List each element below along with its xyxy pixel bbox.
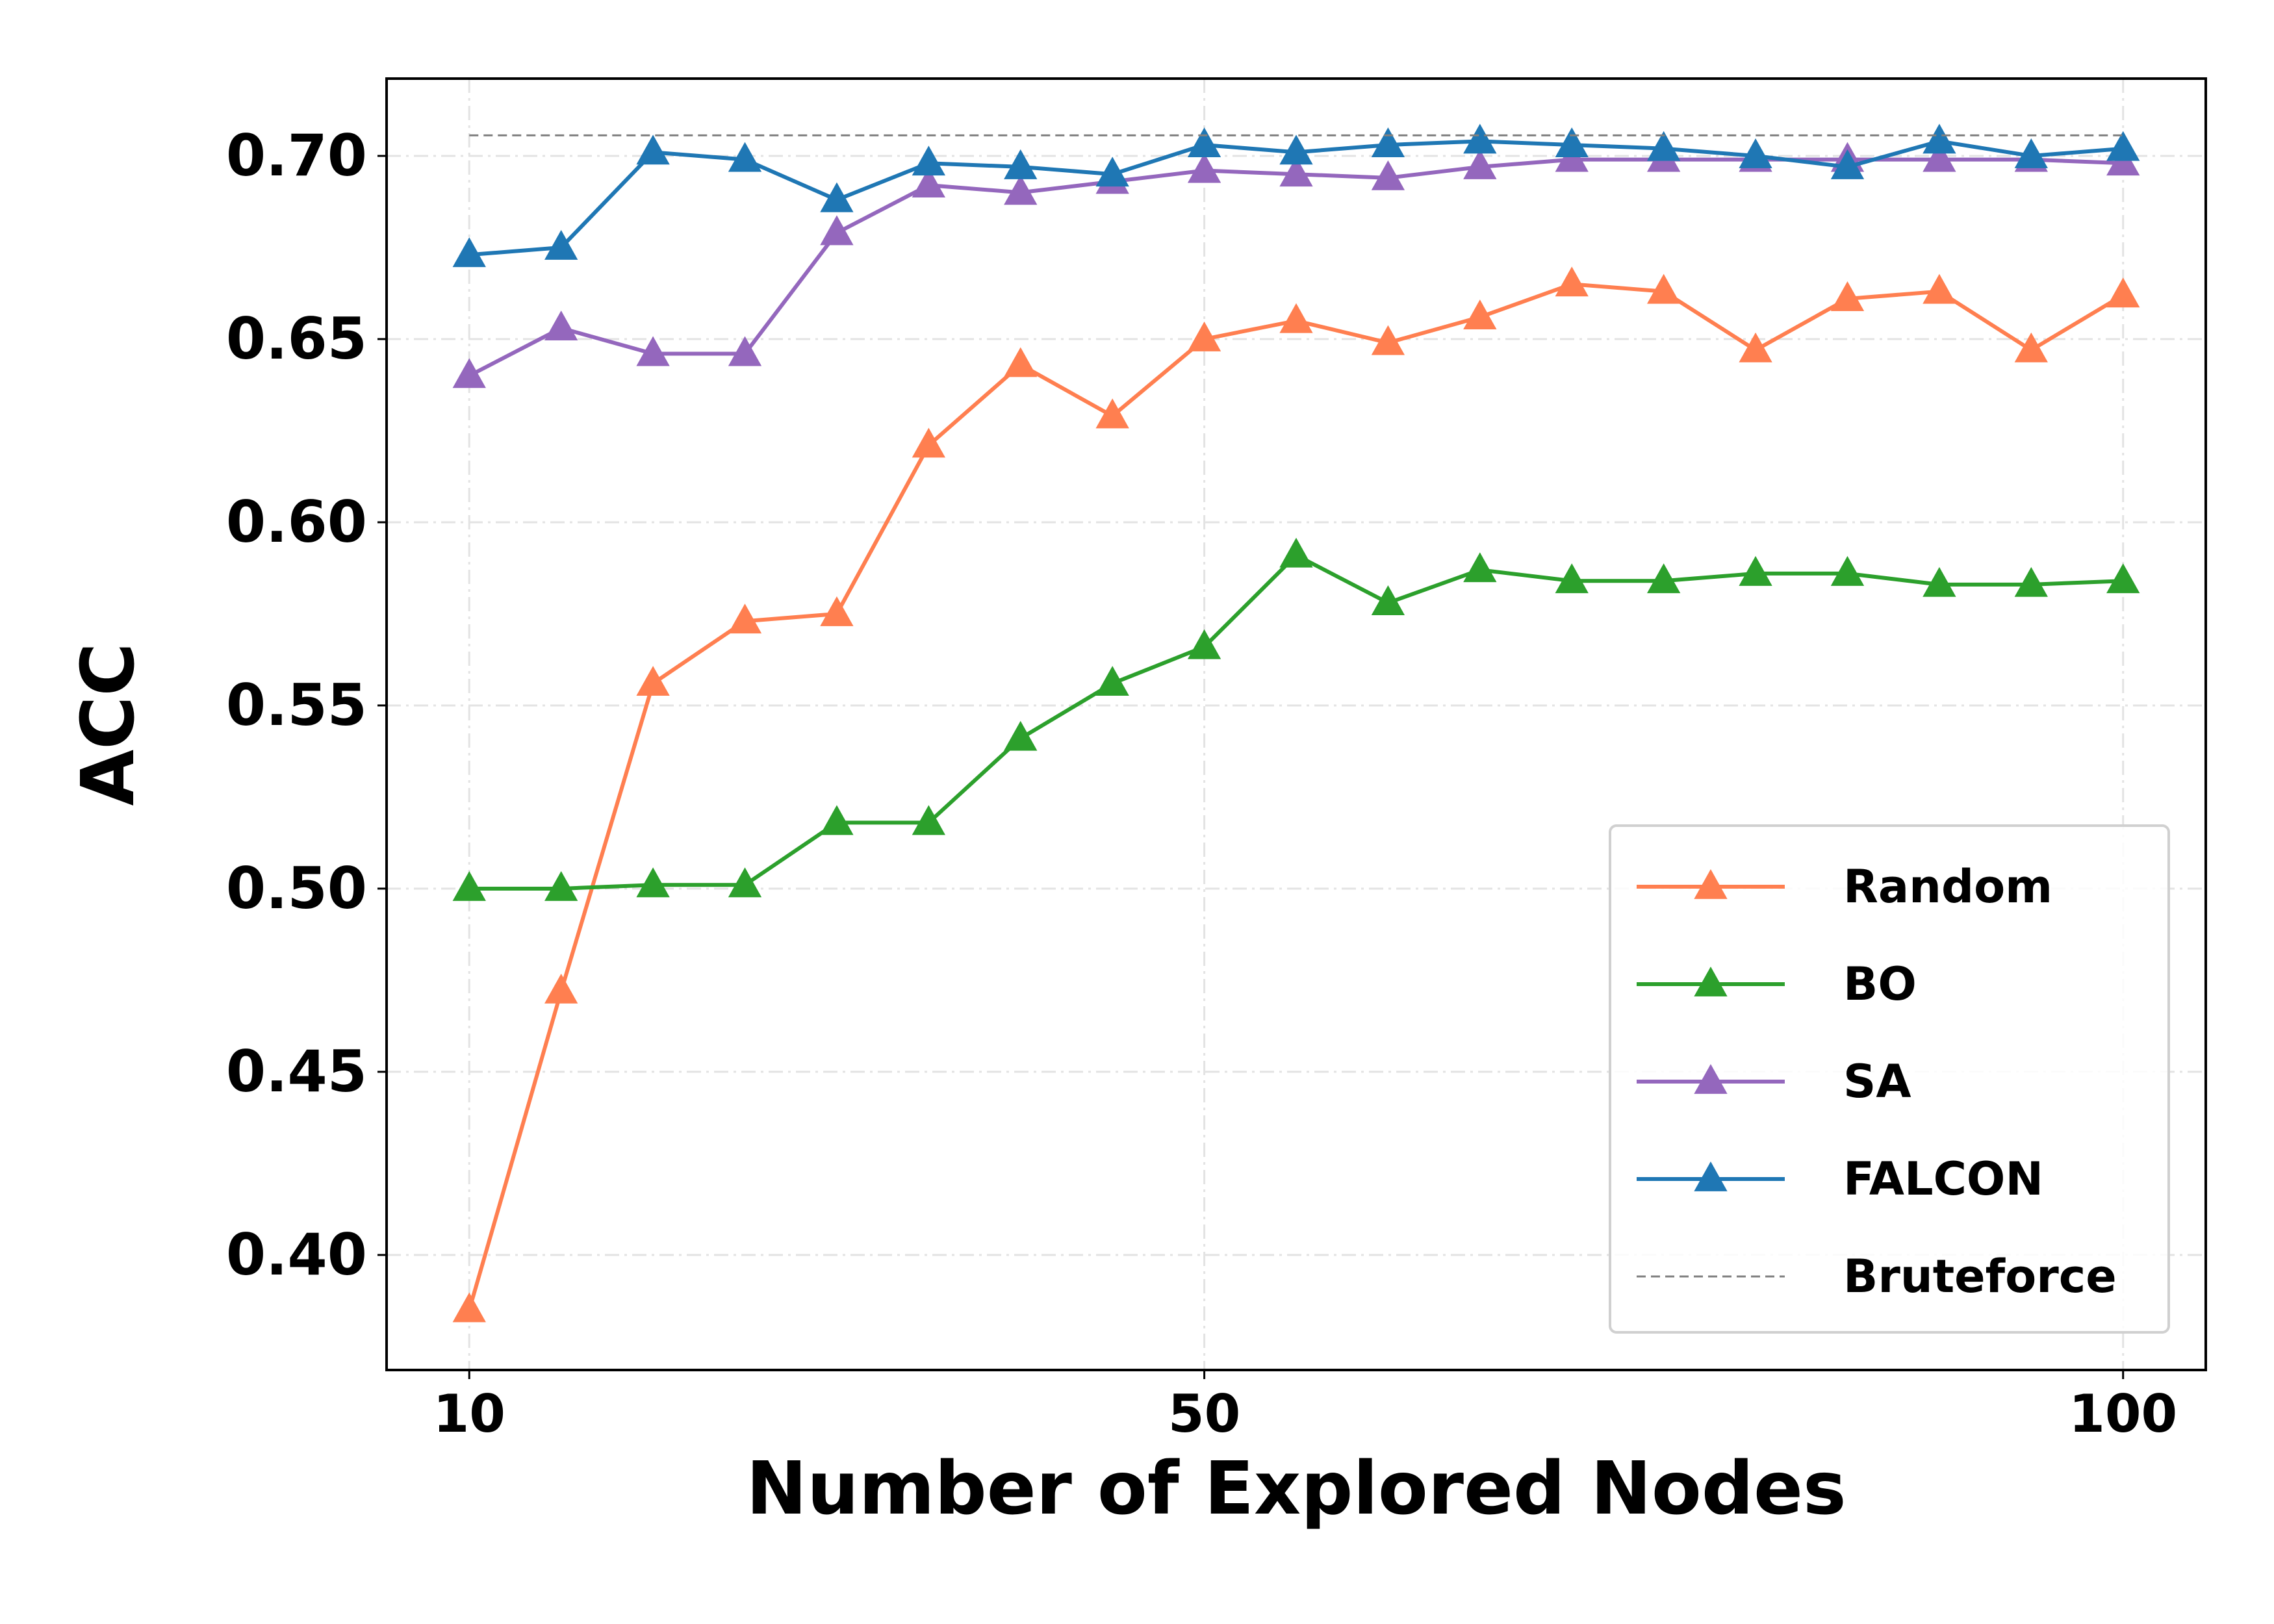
x-tick-label: 100 [2069, 1384, 2177, 1444]
marker [1279, 157, 1313, 187]
y-tick-label: 0.45 [226, 1038, 367, 1105]
marker [1371, 160, 1405, 190]
marker [1371, 127, 1405, 157]
marker [2014, 332, 2048, 362]
marker [1923, 142, 1956, 172]
legend-marker [1694, 869, 1728, 899]
marker [1463, 299, 1497, 330]
marker [1923, 123, 1956, 154]
marker [452, 358, 486, 388]
y-tick-label: 0.50 [226, 855, 367, 922]
legend-label: FALCON [1843, 1152, 2043, 1206]
marker [1187, 127, 1221, 157]
marker [2014, 138, 2048, 168]
legend-label: Random [1843, 860, 2052, 913]
y-axis-label: ACC [66, 642, 151, 806]
marker [452, 870, 486, 901]
marker [1095, 398, 1129, 429]
marker [1095, 666, 1129, 696]
marker [820, 596, 854, 626]
marker [1463, 123, 1497, 154]
marker [636, 134, 670, 165]
marker [1187, 321, 1221, 351]
marker [1739, 332, 1772, 362]
marker [912, 427, 945, 458]
marker [2106, 563, 2140, 594]
marker [544, 870, 578, 901]
marker [1555, 127, 1589, 157]
marker [544, 973, 578, 1004]
plot-frame [385, 77, 2207, 1371]
marker [1095, 157, 1129, 187]
marker [544, 229, 578, 260]
marker [1279, 134, 1313, 165]
marker [1739, 555, 1772, 586]
marker [636, 666, 670, 696]
marker [1004, 175, 1038, 205]
series-line [468, 157, 2123, 378]
marker [820, 215, 854, 246]
marker [1555, 563, 1589, 594]
y-tick-label: 0.60 [226, 488, 367, 555]
marker [820, 182, 854, 212]
legend-label: SA [1843, 1055, 1911, 1108]
marker [1830, 281, 1865, 311]
marker [1004, 149, 1038, 179]
marker [1187, 153, 1221, 183]
marker [912, 146, 945, 176]
legend-box [1609, 824, 2170, 1334]
marker [1923, 273, 1956, 304]
marker [1279, 537, 1313, 568]
x-tick-label: 50 [1168, 1384, 1240, 1444]
legend-marker [1694, 967, 1728, 996]
marker [728, 603, 762, 634]
y-tick-label: 0.65 [226, 305, 367, 372]
marker [1830, 555, 1865, 586]
marker [912, 168, 945, 198]
marker [1279, 303, 1313, 333]
marker [1463, 149, 1497, 179]
marker [1187, 629, 1221, 659]
marker [452, 1292, 486, 1323]
legend-marker [1694, 1161, 1728, 1191]
marker [2106, 277, 2140, 308]
marker [728, 867, 762, 898]
marker [1647, 273, 1681, 304]
marker [1004, 720, 1038, 751]
marker [1647, 131, 1681, 161]
y-tick-label: 0.55 [226, 672, 367, 739]
y-tick-label: 0.70 [226, 122, 367, 189]
legend-label: BO [1843, 958, 1917, 1011]
marker [1739, 138, 1772, 168]
marker [1923, 566, 1956, 597]
marker [1004, 347, 1038, 377]
marker [1371, 585, 1405, 615]
legend-label: Bruteforce [1843, 1250, 2117, 1303]
x-axis-label: Number of Explored Nodes [746, 1447, 1846, 1531]
marker [912, 805, 945, 835]
marker [820, 805, 854, 835]
marker [1371, 325, 1405, 355]
marker [452, 237, 486, 268]
y-tick-label: 0.40 [226, 1221, 367, 1288]
legend-marker [1694, 1064, 1728, 1094]
marker [636, 867, 670, 898]
marker [1830, 149, 1865, 179]
marker [636, 336, 670, 366]
x-tick-label: 10 [433, 1384, 505, 1444]
marker [728, 142, 762, 172]
marker [1555, 266, 1589, 297]
marker [1463, 552, 1497, 583]
marker [2014, 566, 2048, 597]
marker [2106, 131, 2140, 161]
marker [728, 336, 762, 366]
marker [544, 311, 578, 340]
marker [1647, 563, 1681, 594]
